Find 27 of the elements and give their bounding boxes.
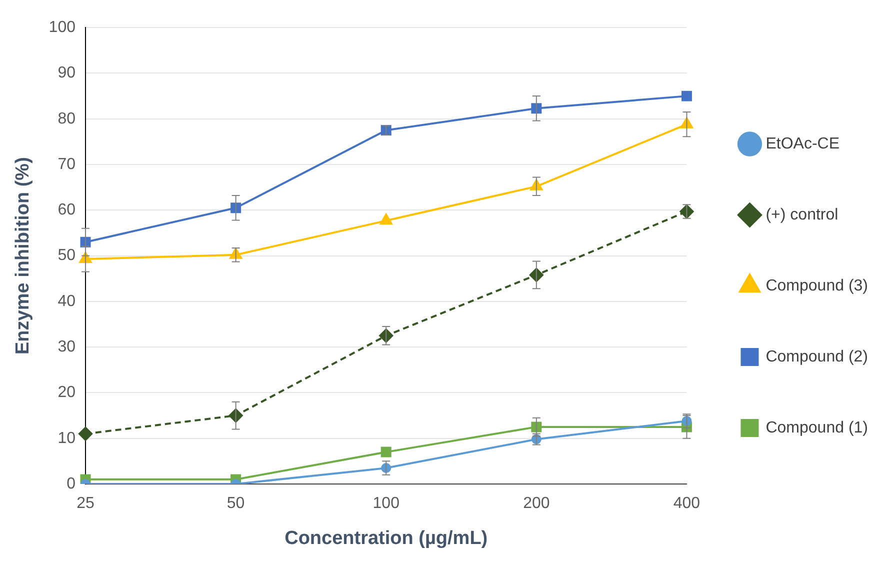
y-tick-label: 60 [58, 202, 76, 219]
point [380, 446, 392, 458]
x-tick-label: 100 [372, 495, 400, 512]
legend-label: Compound (2) [766, 348, 868, 366]
point [380, 214, 392, 225]
y-tick-label: 10 [58, 430, 76, 447]
y-tick-label: 40 [58, 292, 76, 310]
x-tick-label: 200 [523, 495, 550, 512]
y-tick-label: 0 [66, 475, 76, 492]
y-tick-label: 70 [58, 156, 76, 173]
x-axis-title: Concentration (µg/mL) [284, 528, 488, 549]
legend-label: Compound (1) [766, 419, 868, 436]
legend-label: EtOAc-CE [766, 135, 840, 152]
y-tick-label: 50 [58, 247, 76, 264]
y-axis-title: Enzyme inhibition (%) [12, 157, 34, 354]
y-tick-label: 90 [58, 64, 76, 82]
legend-label: (+) control [766, 206, 838, 224]
y-tick-label: 30 [58, 338, 76, 356]
x-tick-label: 400 [673, 495, 700, 512]
legend-label: Compound (3) [766, 277, 868, 294]
x-tick-label: 25 [76, 495, 94, 512]
point [78, 426, 92, 441]
y-tick-label: 100 [48, 19, 76, 36]
x-tick-label: 50 [226, 495, 245, 512]
y-tick-label: 20 [58, 384, 76, 402]
y-tick-label: 80 [58, 110, 76, 128]
point [681, 90, 692, 102]
